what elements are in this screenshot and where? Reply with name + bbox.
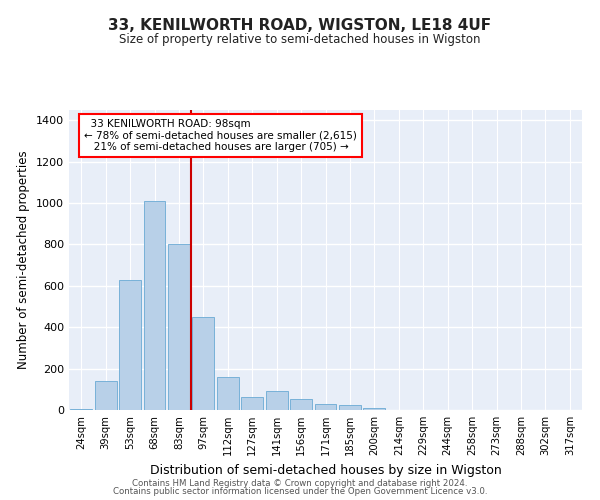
Y-axis label: Number of semi-detached properties: Number of semi-detached properties [17,150,31,370]
Text: 33, KENILWORTH ROAD, WIGSTON, LE18 4UF: 33, KENILWORTH ROAD, WIGSTON, LE18 4UF [109,18,491,32]
Bar [193,317,214,410]
Bar [339,405,361,410]
Bar [241,396,263,410]
Bar [266,392,287,410]
Bar [217,377,239,410]
Bar [95,381,116,410]
Bar [290,398,312,410]
Text: 33 KENILWORTH ROAD: 98sqm
← 78% of semi-detached houses are smaller (2,615)
   2: 33 KENILWORTH ROAD: 98sqm ← 78% of semi-… [85,119,357,152]
X-axis label: Distribution of semi-detached houses by size in Wigston: Distribution of semi-detached houses by … [149,464,502,476]
Bar [364,408,385,410]
Bar [168,244,190,410]
Text: Size of property relative to semi-detached houses in Wigston: Size of property relative to semi-detach… [119,32,481,46]
Bar [314,404,337,410]
Text: Contains HM Land Registry data © Crown copyright and database right 2024.: Contains HM Land Registry data © Crown c… [132,478,468,488]
Bar [119,280,141,410]
Bar [70,409,92,410]
Bar [143,201,166,410]
Text: Contains public sector information licensed under the Open Government Licence v3: Contains public sector information licen… [113,487,487,496]
